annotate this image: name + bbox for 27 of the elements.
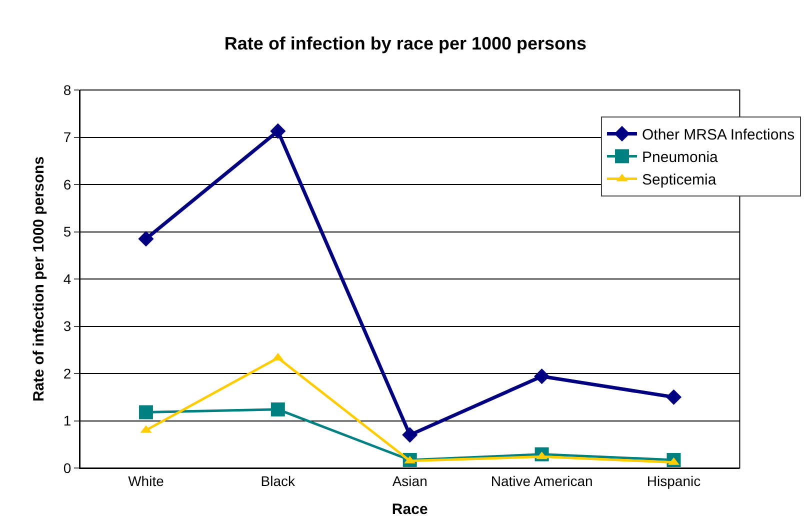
point [270,123,286,139]
chart-title: Rate of infection by race per 1000 persons [224,33,587,54]
point [270,402,285,416]
legend-label: Pneumonia [642,149,719,166]
y-axis-title: Rate of infection per 1000 persons [30,156,48,402]
point [534,368,550,384]
point [402,427,418,443]
y-tick-label: 3 [63,318,72,334]
point [138,405,153,420]
point [666,389,682,405]
y-tick-label: 6 [63,176,72,192]
legend-label: Other MRSA Infections [642,126,795,144]
y-tick-label: 5 [63,224,72,240]
y-tick-label: 0 [63,460,72,476]
x-tick-label: Native American [490,472,593,489]
x-tick-label: White [128,472,164,489]
y-tick-label: 8 [63,82,72,98]
legend-label: Septicemia [642,172,717,189]
y-tick-label: 1 [63,412,72,429]
point [138,231,154,247]
y-tick-label: 2 [63,365,72,382]
x-tick-label: Black [260,472,296,489]
y-tick-label: 7 [63,129,72,146]
y-tick-label: 4 [63,270,72,287]
x-tick-label: Hispanic [646,472,701,489]
x-axis-title: Race [392,500,428,518]
x-tick-label: Asian [392,472,428,489]
